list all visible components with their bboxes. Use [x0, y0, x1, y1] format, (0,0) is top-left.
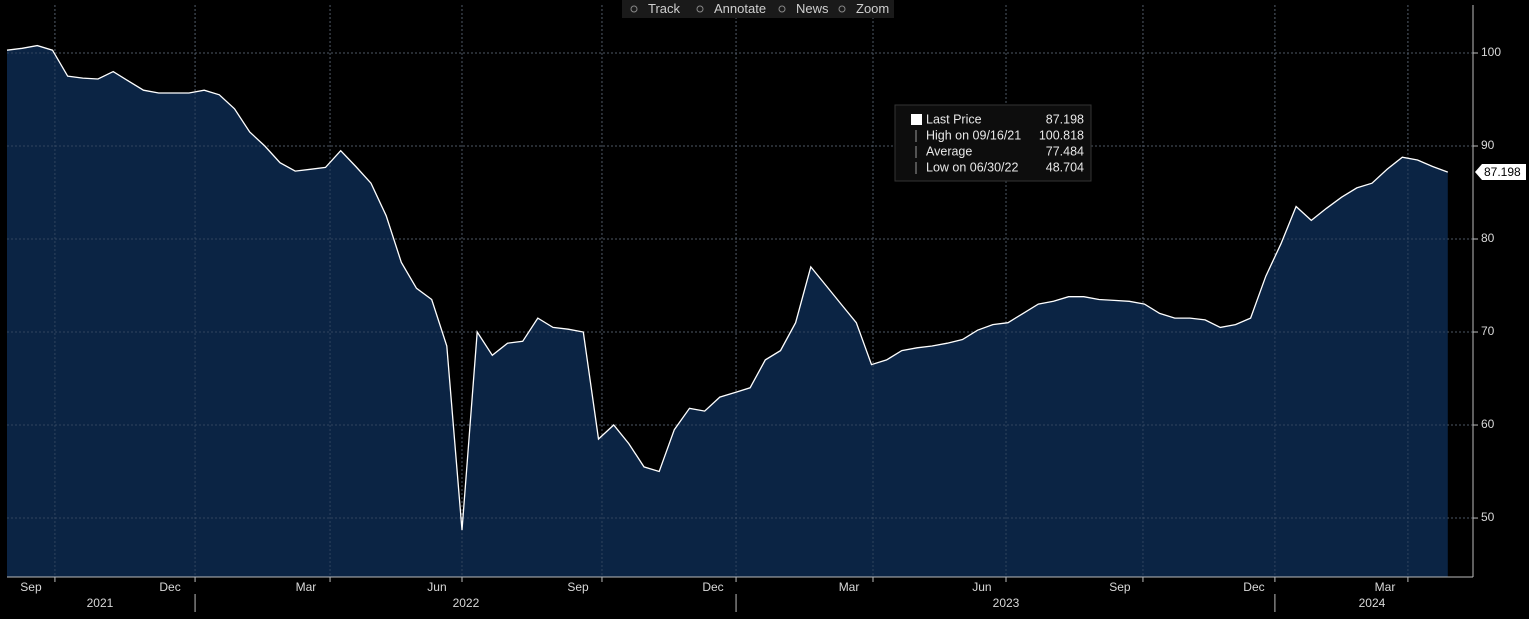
- legend-box: [894, 104, 1092, 182]
- toolbar-button[interactable]: Zoom: [856, 1, 889, 16]
- x-tick-label: Dec: [159, 580, 180, 594]
- last-price-tag: [1475, 164, 1526, 181]
- toolbar-button[interactable]: Track: [648, 1, 681, 16]
- y-tick-label: 90: [1481, 138, 1495, 152]
- legend-label: Last Price: [926, 112, 982, 126]
- legend: Last Price 87.198 High on 09/16/21 100.818 A…: [894, 104, 1092, 182]
- x-tick-label: Jun: [972, 580, 991, 594]
- area: [7, 45, 1448, 578]
- x-tick-label: Jun: [427, 580, 446, 594]
- toolbar-icon: [696, 5, 704, 13]
- year-label: 2023: [993, 596, 1020, 610]
- legend-value: 87.198: [1046, 112, 1084, 126]
- legend-value: 77.484: [1046, 144, 1084, 158]
- y-tick-label: 80: [1481, 231, 1495, 245]
- toolbar-icon: [630, 5, 638, 13]
- toolbar-icon: [778, 5, 786, 13]
- legend-label: Low on 06/30/22: [926, 160, 1018, 174]
- x-tick-label: Dec: [1243, 580, 1264, 594]
- last-price-label: 87.198: [1484, 165, 1521, 179]
- plot: [6, 5, 1473, 578]
- y-tick-label: 70: [1481, 324, 1495, 338]
- x-tick-label: Sep: [567, 580, 589, 594]
- toolbar-icon: [838, 5, 846, 13]
- y-tick-label: 100: [1481, 45, 1501, 59]
- x-tick-label: Mar: [1375, 580, 1396, 594]
- legend-label: High on 09/16/21: [926, 128, 1021, 142]
- x-tick-label: Mar: [839, 580, 860, 594]
- legend-value: 100.818: [1039, 128, 1084, 142]
- y-tick-label: 60: [1481, 417, 1495, 431]
- year-label: 2024: [1359, 596, 1386, 610]
- legend-swatch: [911, 114, 922, 125]
- toolbar-bg: [622, 0, 894, 18]
- toolbar: Track Annotate News Zoom: [622, 0, 894, 18]
- year-label: 2021: [87, 596, 114, 610]
- line: [6, 44, 1449, 531]
- x-tick-label: Mar: [296, 580, 317, 594]
- toolbar-button[interactable]: News: [796, 1, 829, 16]
- legend-value: 48.704: [1046, 160, 1084, 174]
- axes: 87.198 50 60 70 80 90 100 Sep Dec Mar Jun Sep Dec Mar…: [7, 5, 1526, 612]
- legend-label: Average: [926, 144, 972, 158]
- toolbar-button[interactable]: Annotate: [714, 1, 766, 16]
- x-tick-label: Sep: [20, 580, 42, 594]
- x-tick-label: Dec: [702, 580, 723, 594]
- year-label: 2022: [453, 596, 480, 610]
- x-tick-label: Sep: [1109, 580, 1131, 594]
- y-tick-label: 50: [1481, 510, 1495, 524]
